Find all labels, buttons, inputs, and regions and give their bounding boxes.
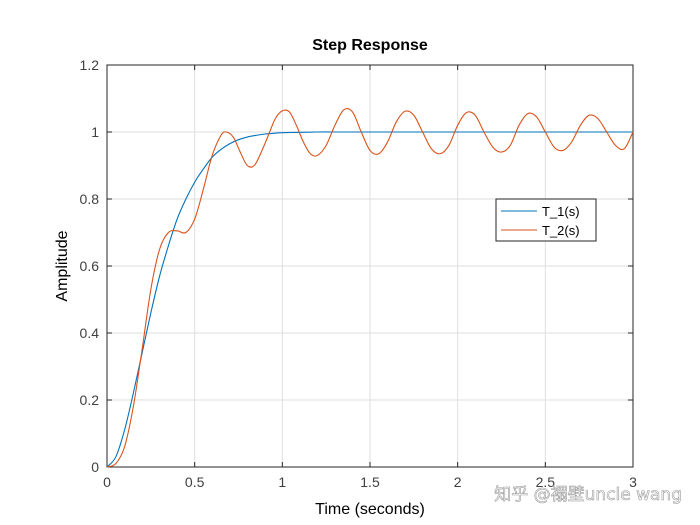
y-tick-label: 0.8 [80,191,100,207]
y-tick-label: 0.6 [80,258,100,274]
series-line-t1 [106,131,633,468]
x-tick-label: 1.5 [360,474,380,490]
x-tick-label: 0.5 [185,474,205,490]
legend-label-t1: T_1(s) [542,204,580,219]
x-tick-label: 3 [629,474,637,490]
x-tick-label: 2 [454,474,462,490]
y-tick-label: 0.4 [80,325,100,341]
y-tick-label: 1 [91,124,99,140]
y-tick-label: 0.2 [80,392,100,408]
series-lines [106,108,634,468]
series-line-t2 [106,108,634,468]
legend-label-t2: T_2(s) [542,223,580,238]
legend: T_1(s) T_2(s) [495,198,597,242]
y-axis-label: Amplitude [54,230,71,301]
x-tick-label: 2.5 [536,474,556,490]
x-axis-label: Time (seconds) [315,501,425,518]
axis-ticks: 0 0.5 1 1.5 2 2.5 3 0 0.2 0.4 0.6 0.8 1 1.2 [80,57,638,490]
watermark: 知乎 @禤壁uncle wang [494,485,682,505]
x-tick-label: 0 [103,474,111,490]
legend-box [495,198,597,242]
y-tick-label: 0 [91,459,99,475]
y-tick-label: 1.2 [80,57,100,73]
x-tick-label: 1 [278,474,286,490]
chart-title: Step Response [312,37,428,54]
